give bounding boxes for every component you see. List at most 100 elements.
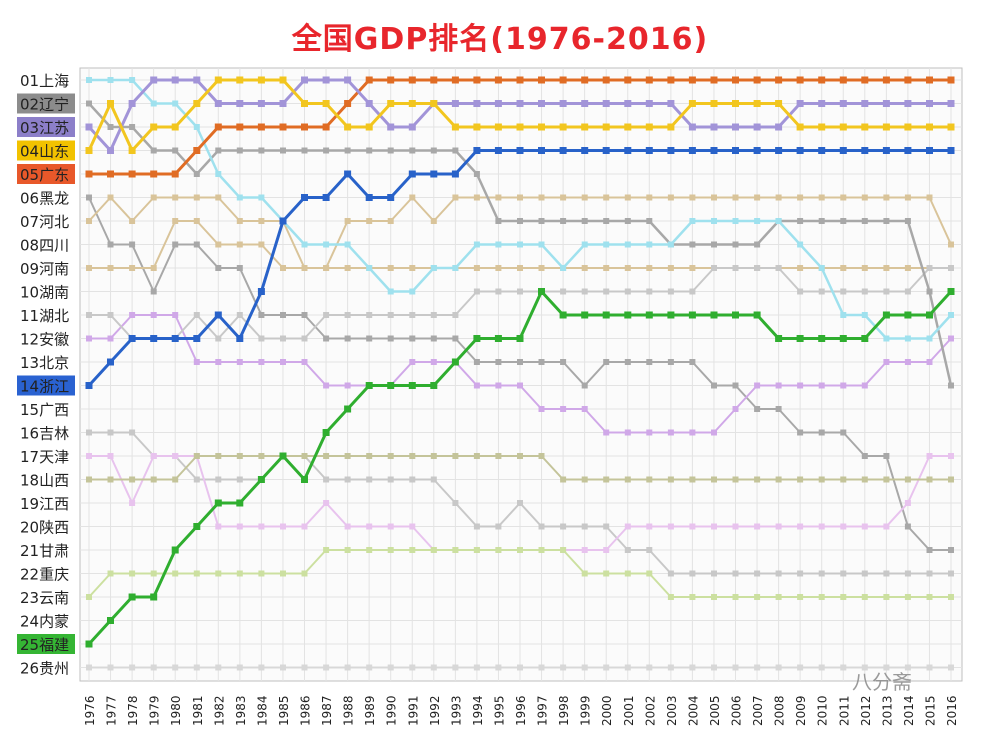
data-point <box>408 170 416 178</box>
data-point <box>215 194 222 201</box>
data-point <box>258 453 265 459</box>
data-point <box>214 499 222 507</box>
data-point <box>904 288 911 295</box>
data-point <box>430 664 437 671</box>
data-point <box>517 500 523 506</box>
data-point <box>495 359 502 365</box>
data-point <box>560 359 567 365</box>
data-point <box>86 335 92 342</box>
data-point <box>322 194 330 201</box>
data-point <box>193 359 200 365</box>
data-point <box>926 453 933 459</box>
x-tick-label: 2015 <box>923 695 937 726</box>
data-point <box>904 664 911 671</box>
data-point <box>883 523 890 530</box>
data-point <box>473 335 481 342</box>
y-tick-label: 13北京 <box>20 354 69 372</box>
data-point <box>150 335 158 342</box>
data-point <box>323 453 330 459</box>
data-point <box>947 100 955 107</box>
data-point <box>280 312 286 318</box>
data-point <box>301 194 308 201</box>
x-tick-label: 1998 <box>557 695 571 726</box>
data-point <box>495 288 502 295</box>
data-point <box>365 100 373 107</box>
data-point <box>797 664 804 671</box>
data-point <box>818 476 825 483</box>
data-point <box>236 570 243 577</box>
data-point <box>494 335 502 342</box>
data-point <box>538 123 545 131</box>
data-point <box>517 453 523 459</box>
data-point <box>366 523 373 530</box>
data-point <box>257 76 265 84</box>
data-point <box>797 194 804 201</box>
data-point <box>775 265 782 271</box>
x-tick-label: 2011 <box>837 695 851 726</box>
data-point <box>387 147 394 154</box>
data-point <box>624 359 631 365</box>
data-point <box>494 100 502 107</box>
data-point <box>323 547 330 553</box>
data-point <box>689 664 696 671</box>
data-point <box>150 593 158 601</box>
data-point <box>451 358 459 366</box>
data-point <box>538 265 545 271</box>
data-point <box>883 664 890 671</box>
data-point <box>236 312 243 318</box>
data-point <box>797 570 804 577</box>
data-point <box>560 664 567 671</box>
data-point <box>150 476 157 483</box>
data-point <box>193 312 200 318</box>
data-point <box>839 123 847 131</box>
data-point <box>883 570 890 577</box>
data-point <box>710 147 718 154</box>
y-label-highlight <box>17 93 75 114</box>
data-point <box>86 312 92 318</box>
data-point <box>948 476 954 483</box>
data-point <box>840 312 847 318</box>
data-point <box>322 100 330 107</box>
y-tick-label: 09河南 <box>20 260 69 278</box>
x-tick-label: 1995 <box>492 695 506 726</box>
data-point <box>517 194 523 201</box>
data-point <box>602 100 610 107</box>
data-point <box>581 241 588 248</box>
x-tick-label: 1979 <box>148 695 162 726</box>
data-point <box>839 76 847 84</box>
data-point <box>645 76 653 84</box>
data-point <box>538 406 545 412</box>
data-point <box>711 382 717 389</box>
x-tick-label: 2009 <box>794 695 808 726</box>
data-point <box>711 523 717 530</box>
data-point <box>904 123 912 131</box>
data-point <box>883 594 890 600</box>
data-point <box>861 147 869 154</box>
x-tick-label: 1988 <box>342 695 356 726</box>
data-point <box>193 570 200 577</box>
y-tick-label: 14浙江 <box>20 378 69 396</box>
data-point <box>947 76 955 84</box>
data-point <box>797 265 804 271</box>
data-point <box>408 76 416 84</box>
data-point <box>840 194 847 201</box>
data-point <box>172 218 179 224</box>
data-point <box>667 476 674 483</box>
data-point <box>754 523 761 530</box>
data-point <box>236 499 244 507</box>
data-point <box>257 476 265 483</box>
data-point <box>883 359 890 365</box>
data-point <box>430 335 437 342</box>
x-tick-label: 2007 <box>751 695 765 726</box>
data-point <box>150 147 157 154</box>
data-point <box>646 523 653 530</box>
data-point <box>775 476 782 483</box>
data-point <box>409 547 416 553</box>
data-point <box>948 382 954 389</box>
series-江苏 <box>85 76 955 154</box>
data-point <box>451 123 459 131</box>
y-label-highlight <box>17 634 75 654</box>
data-point <box>861 76 869 84</box>
data-point <box>624 147 632 154</box>
data-point <box>236 664 243 671</box>
